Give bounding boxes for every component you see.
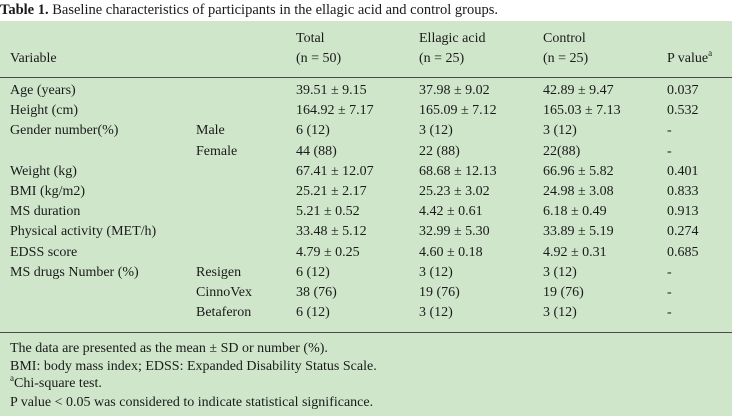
footnote: P value < 0.05 was considered to indicat…	[10, 395, 373, 411]
cell: 0.037	[667, 83, 699, 98]
row-label: Gender number(%)	[10, 123, 119, 139]
cell: 6 (12)	[296, 123, 330, 139]
header-column: Control	[543, 31, 586, 46]
cell: 0.274	[667, 224, 699, 240]
cell: 3 (12)	[543, 123, 577, 139]
cell: 38 (76)	[296, 285, 337, 300]
row-label: MS drugs Number (%)	[10, 264, 139, 280]
cell: 3 (12)	[419, 123, 453, 139]
cell: 0.401	[667, 163, 699, 179]
header-n: (n = 25)	[419, 51, 465, 66]
cell: 39.51 ± 9.15	[296, 83, 367, 98]
cell: 68.68 ± 12.13	[419, 163, 497, 179]
row-sublabel: Betaferon	[196, 305, 252, 321]
row-sublabel: CinnoVex	[196, 285, 252, 300]
footnote-text: P value < 0.05 was considered to indicat…	[10, 395, 374, 410]
cell: 4.60 ± 0.18	[419, 244, 483, 260]
cell: 67.41 ± 12.07	[296, 163, 374, 179]
cell: 33.89 ± 5.19	[543, 224, 614, 240]
cell: 37.98 ± 9.02	[419, 83, 490, 98]
cell: -	[667, 123, 672, 139]
row-label: MS duration	[10, 204, 81, 220]
header-column: Ellagic acid	[419, 31, 486, 46]
cell: -	[667, 143, 672, 159]
row-label: Physical activity (MET/h)	[10, 224, 157, 240]
cell: 19 (76)	[419, 285, 460, 300]
cell: 6.18 ± 0.49	[543, 204, 607, 220]
footnote: aChi-square test.	[10, 373, 102, 392]
header-variable: Variable	[10, 51, 57, 66]
cell: -	[667, 264, 672, 280]
cell: 3 (12)	[419, 264, 453, 280]
footnote-mark: a	[708, 48, 713, 58]
header-column: Total	[296, 31, 325, 46]
row-sublabel: Female	[196, 143, 238, 159]
caption-label: Table 1.	[0, 2, 49, 18]
row-sublabel: Male	[196, 123, 225, 139]
cell: 19 (76)	[543, 285, 584, 300]
cell: 165.09 ± 7.12	[419, 103, 497, 119]
footnote-text: The data are presented as the mean ± SD …	[10, 341, 328, 356]
row-label: Age (years)	[10, 83, 76, 98]
header-n: (n = 25)	[543, 51, 589, 66]
footnote: BMI: body mass index; EDSS: Expanded Dis…	[10, 359, 377, 375]
footnote-text: Chi-square test.	[14, 376, 102, 391]
cell: 42.89 ± 9.47	[543, 83, 614, 98]
cell: 165.03 ± 7.13	[543, 103, 621, 119]
row-label: Height (cm)	[10, 103, 79, 119]
cell: 25.21 ± 2.17	[296, 184, 367, 199]
cell: -	[667, 285, 672, 300]
cell: 6 (12)	[296, 305, 330, 321]
footnote: The data are presented as the mean ± SD …	[10, 341, 328, 357]
cell: 32.99 ± 5.30	[419, 224, 490, 240]
cell: 4.92 ± 0.31	[543, 244, 607, 260]
cell: 44 (88)	[296, 143, 337, 159]
cell: 22(88)	[543, 143, 581, 159]
cell: 22 (88)	[419, 143, 460, 159]
cell: 66.96 ± 5.82	[543, 163, 614, 179]
cell: 0.913	[667, 204, 699, 220]
cell: 4.79 ± 0.25	[296, 244, 360, 260]
footnote-mark: a	[10, 373, 14, 383]
cell: 33.48 ± 5.12	[296, 224, 367, 240]
cell: 0.685	[667, 244, 699, 260]
cell: 4.42 ± 0.61	[419, 204, 483, 220]
cell: 3 (12)	[543, 264, 577, 280]
header-p-value: P valuea	[667, 48, 713, 67]
cell: 0.833	[667, 184, 699, 199]
cell: 5.21 ± 0.52	[296, 204, 360, 220]
caption-text: Baseline characteristics of participants…	[52, 2, 498, 18]
footnote-text: BMI: body mass index; EDSS: Expanded Dis…	[10, 359, 377, 374]
cell: 164.92 ± 7.17	[296, 103, 374, 119]
cell: -	[667, 305, 672, 321]
cell: 25.23 ± 3.02	[419, 184, 490, 199]
header-n: (n = 50)	[296, 51, 342, 66]
cell: 0.532	[667, 103, 699, 119]
cell: 24.98 ± 3.08	[543, 184, 614, 199]
table-box	[0, 21, 732, 416]
row-sublabel: Resigen	[196, 264, 242, 280]
cell: 6 (12)	[296, 264, 330, 280]
row-label: Weight (kg)	[10, 163, 77, 179]
header-rule	[0, 77, 732, 78]
cell: 3 (12)	[543, 305, 577, 321]
table-caption: Table 1. Baseline characteristics of par…	[0, 2, 498, 19]
row-label: BMI (kg/m2)	[10, 184, 86, 199]
body-rule	[0, 332, 732, 333]
row-label: EDSS score	[10, 244, 78, 260]
cell: 3 (12)	[419, 305, 453, 321]
